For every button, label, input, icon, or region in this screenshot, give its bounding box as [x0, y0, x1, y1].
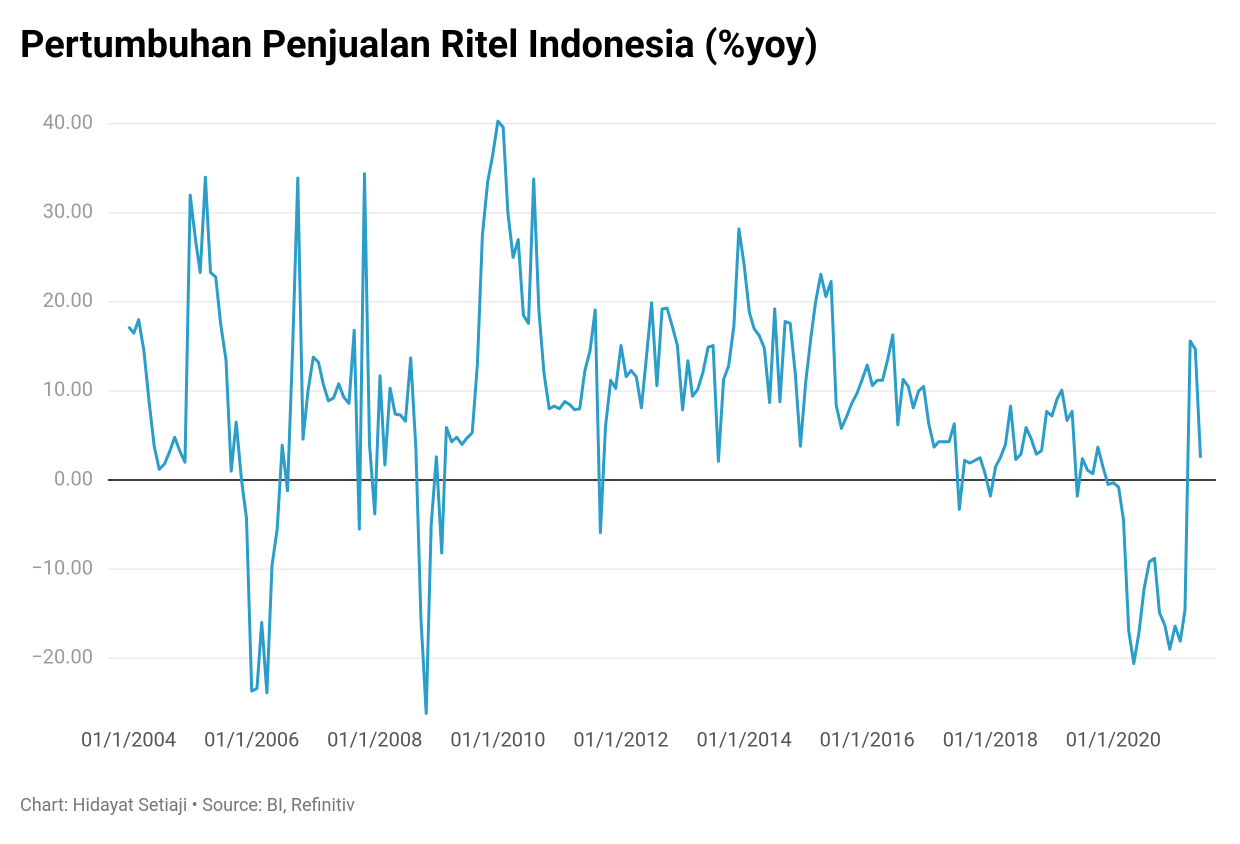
x-tick-label: 01/1/2020	[1066, 727, 1161, 751]
y-tick-label: −10.00	[31, 555, 93, 579]
x-tick-label: 01/1/2008	[327, 727, 422, 751]
x-tick-label: 01/1/2014	[697, 727, 792, 751]
x-tick-label: 01/1/2004	[81, 727, 176, 751]
data-line	[127, 119, 1202, 715]
y-tick-label: 40.00	[43, 110, 93, 134]
y-tick-label: 20.00	[43, 288, 93, 312]
x-tick-label: 01/1/2016	[820, 727, 915, 751]
x-tick-label: 01/1/2006	[204, 727, 299, 751]
y-tick-label: 30.00	[43, 199, 93, 223]
chart-title: Pertumbuhan Penjualan Ritel Indonesia (%…	[20, 23, 818, 67]
y-tick-label: 0.00	[54, 466, 93, 490]
x-tick-label: 01/1/2010	[450, 727, 545, 751]
y-tick-label: 10.00	[43, 377, 93, 401]
y-tick-label: −20.00	[31, 644, 93, 668]
x-tick-label: 01/1/2012	[573, 727, 668, 751]
footer: Chart: Hidayat Setiaji • Source: BI, Ref…	[20, 795, 355, 816]
x-tick-label: 01/1/2018	[943, 727, 1038, 751]
